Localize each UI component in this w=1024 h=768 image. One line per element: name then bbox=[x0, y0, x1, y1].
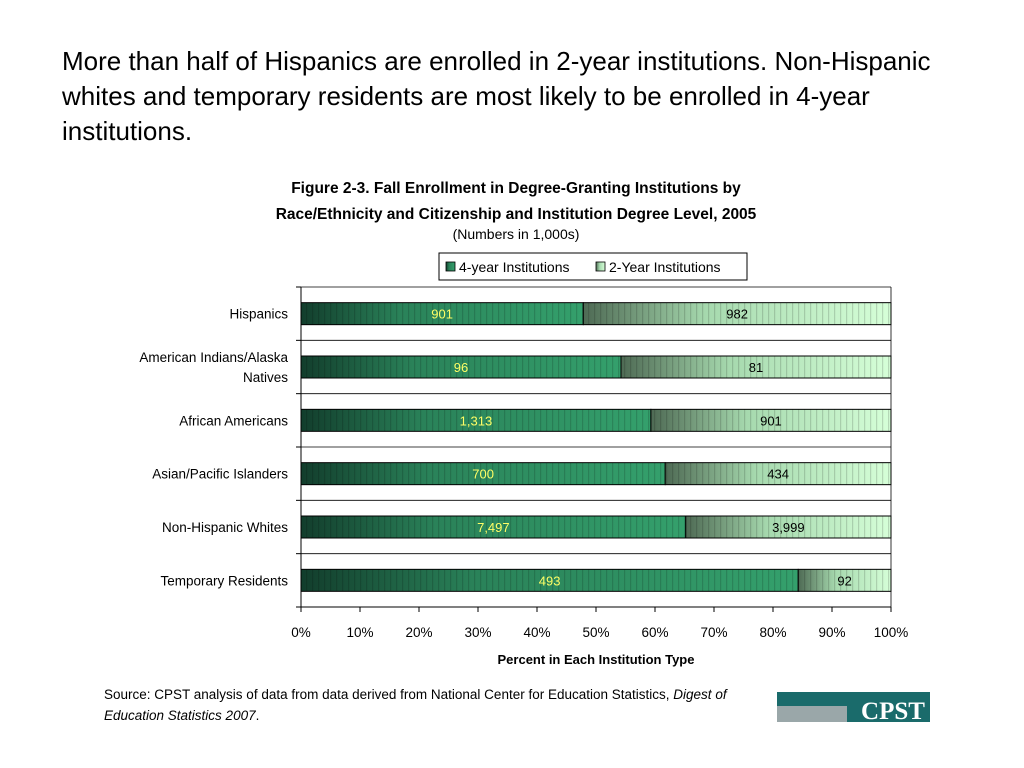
bar-segment-texture bbox=[301, 516, 686, 538]
x-tick-label: 80% bbox=[759, 625, 786, 640]
bar-segment-texture bbox=[685, 516, 891, 538]
gridlines bbox=[301, 286, 892, 608]
data-label: 96 bbox=[454, 360, 468, 375]
category-label: Natives bbox=[243, 370, 288, 385]
data-label: 3,999 bbox=[772, 520, 805, 535]
legend-swatch bbox=[595, 261, 606, 272]
data-label: 434 bbox=[767, 467, 789, 482]
source-prefix: Source: CPST analysis of data from data … bbox=[104, 687, 670, 702]
chart-title-line-1: Figure 2-3. Fall Enrollment in Degree-Gr… bbox=[291, 180, 741, 197]
data-label: 7,497 bbox=[477, 520, 510, 535]
x-tick-label: 30% bbox=[464, 625, 491, 640]
x-axis-title: Percent in Each Institution Type bbox=[498, 652, 695, 667]
x-tick-label: 50% bbox=[582, 625, 609, 640]
x-tick-label: 0% bbox=[291, 625, 311, 640]
legend: 4-year Institutions 2-Year Institutions bbox=[438, 252, 748, 281]
data-label: 901 bbox=[431, 307, 453, 322]
legend-swatch bbox=[445, 261, 456, 272]
bar-segment-texture bbox=[798, 569, 891, 592]
legend-box bbox=[438, 252, 748, 281]
bar-segment-texture bbox=[650, 409, 891, 432]
bar-segment-texture bbox=[301, 409, 651, 432]
bar-segment-texture bbox=[665, 462, 891, 485]
data-label: 81 bbox=[749, 360, 763, 375]
x-tick-label: 100% bbox=[874, 625, 909, 640]
data-label: 493 bbox=[539, 573, 561, 588]
axes: Hispanics American Indians/Alaska Natives A… bbox=[139, 286, 909, 640]
category-label: American Indians/Alaska bbox=[139, 350, 288, 365]
bars: 901 982 96 81 1,313 901 700 434 7,497 3,999 493 92 bbox=[300, 302, 892, 592]
x-tick-label: 40% bbox=[523, 625, 550, 640]
bar-segment-texture bbox=[621, 356, 891, 378]
category-label: Non-Hispanic Whites bbox=[162, 520, 288, 535]
cpst-logo: CPST bbox=[777, 692, 930, 722]
x-tick-label: 60% bbox=[641, 625, 668, 640]
data-label: 700 bbox=[472, 467, 494, 482]
source-note: Source: CPST analysis of data from data … bbox=[104, 684, 744, 726]
data-label: 92 bbox=[837, 573, 851, 588]
cpst-logo-text: CPST bbox=[861, 698, 925, 722]
bar-segment-texture bbox=[301, 569, 799, 592]
x-tick-label: 90% bbox=[818, 625, 845, 640]
data-label: 982 bbox=[726, 307, 748, 322]
headline: More than half of Hispanics are enrolled… bbox=[62, 46, 931, 146]
source-title: Digest of Education Statistics 2007 bbox=[104, 687, 727, 723]
category-label: Temporary Residents bbox=[160, 573, 288, 588]
bar-segment-texture bbox=[583, 302, 891, 325]
x-tick-label: 20% bbox=[405, 625, 432, 640]
legend-label: 2-Year Institutions bbox=[609, 259, 721, 275]
chart-subtitle: (Numbers in 1,000s) bbox=[452, 226, 580, 242]
x-tick-label: 10% bbox=[346, 625, 373, 640]
category-label: Asian/Pacific Islanders bbox=[152, 467, 288, 482]
x-tick-label: 70% bbox=[700, 625, 727, 640]
bar-segment-texture bbox=[301, 302, 584, 325]
data-label: 901 bbox=[760, 413, 782, 428]
category-label: African Americans bbox=[179, 413, 288, 428]
legend-label: 4-year Institutions bbox=[459, 259, 570, 275]
chart-title: Figure 2-3. Fall Enrollment in Degree-Gr… bbox=[190, 176, 842, 228]
data-label: 1,313 bbox=[460, 413, 493, 428]
chart-title-line-2: Race/Ethnicity and Citizenship and Insti… bbox=[275, 206, 757, 223]
bar-segment-texture bbox=[301, 356, 621, 378]
category-label: Hispanics bbox=[229, 307, 288, 322]
source-suffix: . bbox=[255, 708, 260, 723]
bar-segment-texture bbox=[301, 462, 666, 485]
